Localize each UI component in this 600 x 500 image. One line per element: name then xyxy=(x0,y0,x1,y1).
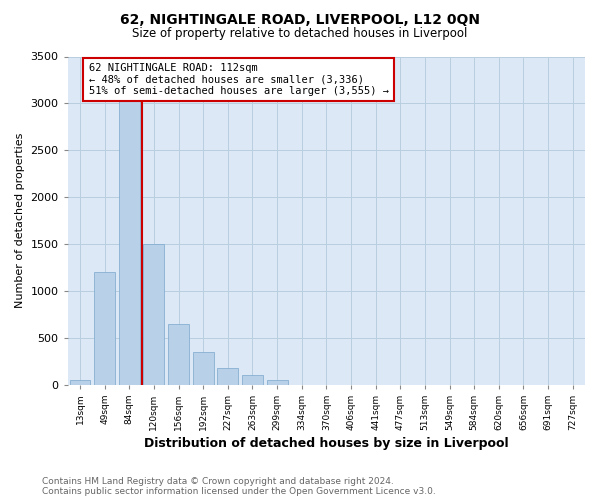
Bar xyxy=(119,76,140,384)
X-axis label: Distribution of detached houses by size in Liverpool: Distribution of detached houses by size … xyxy=(144,437,509,450)
Text: 62, NIGHTINGALE ROAD, LIVERPOOL, L12 0QN: 62, NIGHTINGALE ROAD, LIVERPOOL, L12 0QN xyxy=(120,12,480,26)
Bar xyxy=(193,352,214,384)
Bar xyxy=(94,272,115,384)
Bar xyxy=(143,244,164,384)
Text: Size of property relative to detached houses in Liverpool: Size of property relative to detached ho… xyxy=(133,28,467,40)
Bar xyxy=(217,368,238,384)
Y-axis label: Number of detached properties: Number of detached properties xyxy=(15,133,25,308)
Bar xyxy=(242,376,263,384)
Bar xyxy=(168,324,189,384)
Bar xyxy=(266,380,287,384)
Text: Contains HM Land Registry data © Crown copyright and database right 2024.: Contains HM Land Registry data © Crown c… xyxy=(42,477,394,486)
Bar xyxy=(70,380,91,384)
Text: Contains public sector information licensed under the Open Government Licence v3: Contains public sector information licen… xyxy=(42,487,436,496)
Text: 62 NIGHTINGALE ROAD: 112sqm
← 48% of detached houses are smaller (3,336)
51% of : 62 NIGHTINGALE ROAD: 112sqm ← 48% of det… xyxy=(89,63,389,96)
